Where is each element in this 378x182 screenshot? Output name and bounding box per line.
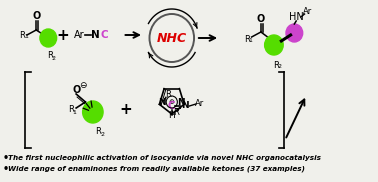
Text: N: N: [91, 30, 100, 40]
Text: HN: HN: [289, 12, 304, 22]
Text: Ar: Ar: [303, 7, 312, 15]
Text: 1: 1: [72, 110, 76, 114]
Text: O: O: [72, 85, 80, 95]
Text: R: R: [244, 35, 250, 43]
Text: 1: 1: [249, 39, 253, 43]
Text: 1: 1: [24, 35, 28, 39]
Text: Ar: Ar: [74, 30, 84, 40]
Text: 2: 2: [277, 64, 282, 70]
Text: •: •: [3, 164, 9, 174]
Text: 2: 2: [52, 56, 56, 60]
Text: N: N: [181, 102, 189, 110]
Text: ⊕: ⊕: [169, 99, 175, 105]
Text: ⊖: ⊖: [79, 82, 87, 90]
Text: Wide range of enaminones from readily available ketones (37 examples): Wide range of enaminones from readily av…: [8, 166, 305, 172]
Text: +: +: [57, 27, 70, 43]
Text: N: N: [178, 98, 185, 107]
Text: N: N: [158, 98, 166, 107]
Text: H: H: [168, 112, 175, 120]
Circle shape: [40, 29, 57, 47]
Circle shape: [265, 35, 283, 55]
Text: 2: 2: [100, 132, 104, 136]
Text: O: O: [257, 14, 265, 24]
Text: C: C: [100, 30, 108, 40]
Text: R: R: [68, 106, 73, 114]
Text: •: •: [3, 153, 9, 163]
Text: The first nucleophilic activation of isocyanide via novel NHC organocatalysis: The first nucleophilic activation of iso…: [8, 155, 321, 161]
Text: R: R: [19, 31, 25, 39]
Text: NHC: NHC: [157, 31, 187, 45]
Text: R: R: [47, 52, 53, 60]
Text: R: R: [273, 60, 279, 70]
Circle shape: [286, 24, 303, 42]
Text: R: R: [96, 128, 101, 136]
Text: Ar: Ar: [195, 98, 204, 108]
Text: C: C: [168, 101, 176, 111]
Text: O: O: [32, 11, 40, 21]
Circle shape: [83, 101, 103, 123]
Text: R: R: [173, 108, 179, 117]
Text: +: +: [119, 102, 132, 118]
Text: R: R: [165, 90, 171, 99]
